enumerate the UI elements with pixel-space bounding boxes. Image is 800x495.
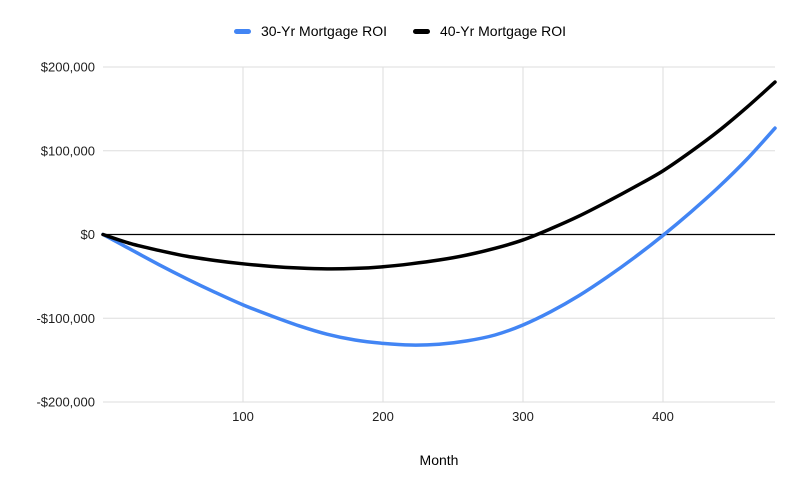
y-tick-label: -$100,000	[36, 311, 95, 326]
legend-label-40yr: 40-Yr Mortgage ROI	[440, 23, 567, 39]
y-tick-label: -$200,000	[36, 395, 95, 410]
chart-legend: 30-Yr Mortgage ROI 40-Yr Mortgage ROI	[0, 24, 800, 38]
legend-item-40yr[interactable]: 40-Yr Mortgage ROI	[413, 24, 566, 38]
legend-swatch-30yr-icon	[233, 28, 251, 34]
legend-label-30yr: 30-Yr Mortgage ROI	[260, 23, 387, 39]
x-tick-label: 300	[512, 409, 534, 424]
series-line-40yr	[101, 80, 777, 271]
y-tick-label: $200,000	[41, 60, 95, 75]
x-tick-label: 100	[232, 409, 254, 424]
x-tick-label: 200	[372, 409, 394, 424]
y-tick-label: $100,000	[41, 143, 95, 158]
legend-item-30yr[interactable]: 30-Yr Mortgage ROI	[233, 23, 387, 39]
x-axis-title: Month	[419, 452, 459, 468]
legend-swatch-40yr-icon	[413, 28, 430, 34]
y-tick-label: $0	[81, 227, 95, 242]
series-line-30yr	[101, 126, 777, 347]
x-tick-label: 400	[652, 409, 674, 424]
